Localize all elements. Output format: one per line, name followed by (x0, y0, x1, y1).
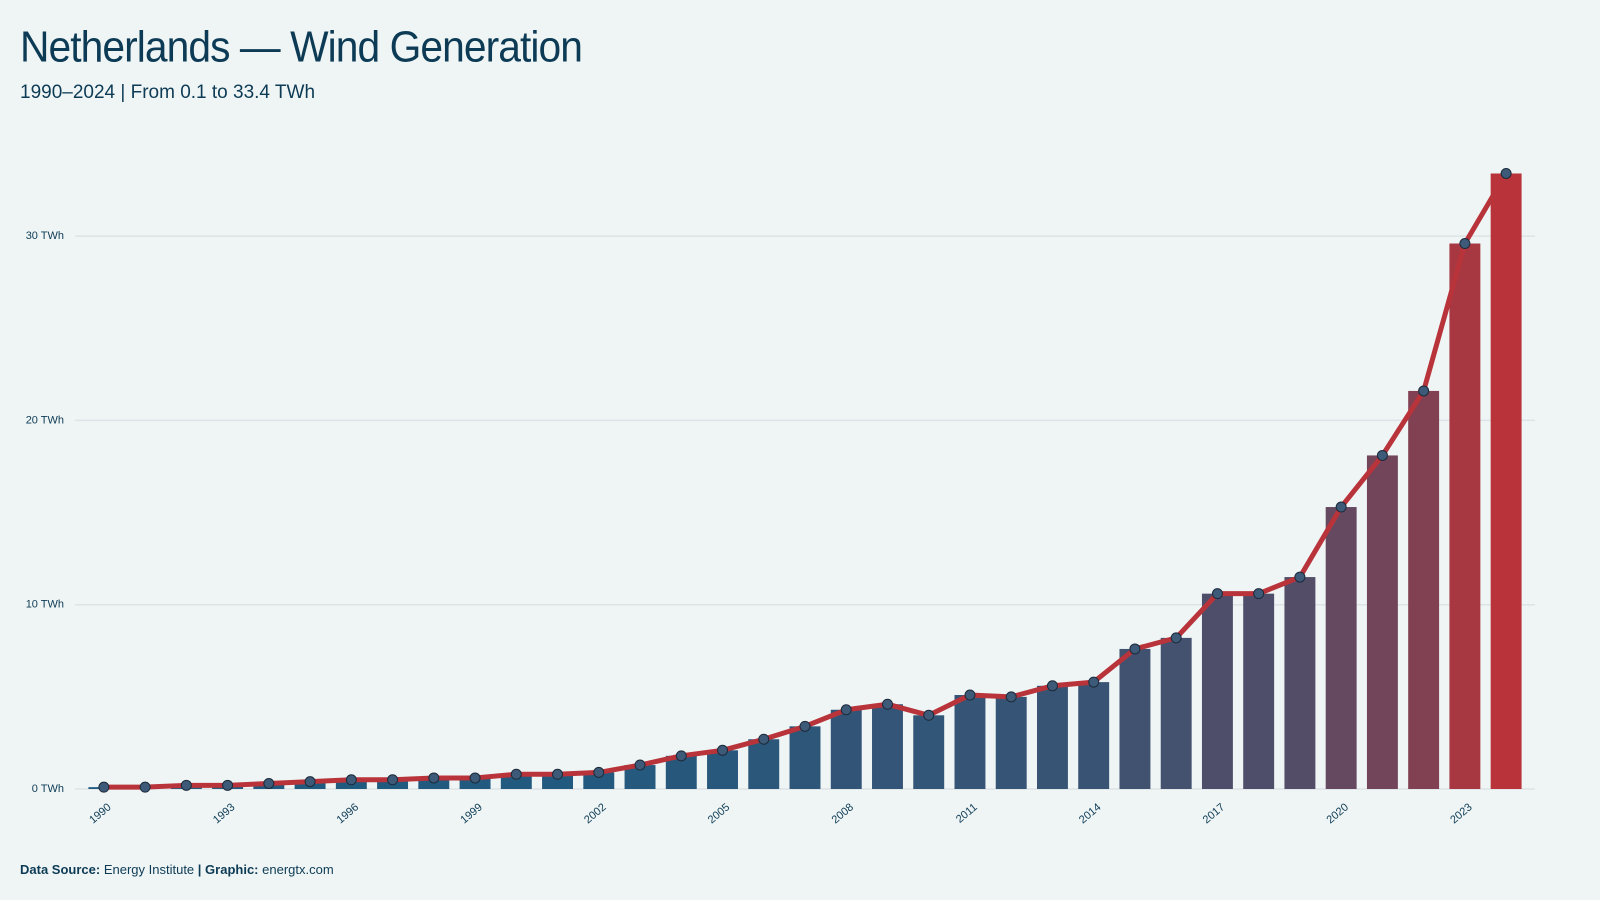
marker (1129, 643, 1141, 655)
bar (1449, 243, 1481, 789)
bar (954, 695, 986, 789)
bar (1119, 648, 1151, 789)
marker (1418, 385, 1430, 397)
bar (1243, 593, 1275, 789)
marker (675, 750, 687, 762)
marker (1253, 588, 1265, 600)
marker (1500, 167, 1512, 179)
marker (263, 777, 275, 789)
bar (707, 750, 738, 789)
bar (1078, 682, 1110, 789)
marker (1046, 680, 1058, 692)
separator: | (198, 862, 202, 877)
marker (1335, 501, 1347, 513)
marker (799, 720, 811, 732)
bar (1036, 685, 1068, 789)
footer: Data Source: Energy Institute | Graphic:… (20, 862, 334, 877)
bar (789, 726, 821, 789)
bar (913, 715, 945, 789)
marker (1005, 691, 1017, 703)
marker (469, 772, 481, 784)
marker (345, 774, 357, 786)
marker (593, 766, 605, 778)
chart-title: Netherlands — Wind Generation (20, 23, 582, 72)
chart-subtitle: 1990–2024 | From 0.1 to 33.4 TWh (20, 82, 315, 103)
marker (881, 698, 893, 710)
y-tick-label: 20 TWh (26, 414, 64, 426)
marker (180, 779, 192, 791)
marker (717, 744, 729, 756)
marker (840, 704, 852, 716)
marker (428, 772, 440, 784)
marker (139, 781, 151, 793)
marker (510, 768, 522, 780)
bar (995, 696, 1027, 789)
marker (1211, 588, 1223, 600)
marker (1294, 571, 1306, 583)
y-tick-label: 10 TWh (26, 599, 64, 611)
marker (964, 689, 976, 701)
bar (583, 772, 615, 789)
bar (1490, 173, 1522, 789)
y-tick-label: 0 TWh (32, 783, 64, 795)
source-label: Data Source: (20, 862, 100, 877)
bar (1366, 455, 1398, 789)
marker (1376, 449, 1388, 461)
marker (552, 768, 564, 780)
bar (624, 765, 656, 789)
bar (830, 709, 862, 789)
source: Energy Institute (104, 862, 194, 877)
marker (923, 709, 935, 721)
graphic-label: Graphic: (205, 862, 258, 877)
marker (222, 779, 234, 791)
bar (872, 704, 903, 789)
bar (1408, 390, 1440, 789)
graphic: energtx.com (262, 862, 334, 877)
y-tick-label: 30 TWh (26, 230, 64, 242)
marker (387, 774, 399, 786)
bar (418, 777, 450, 789)
marker (304, 776, 316, 788)
bar (748, 739, 780, 789)
bar (459, 777, 491, 789)
bar (1201, 593, 1233, 789)
bar (1160, 637, 1192, 789)
marker (634, 759, 646, 771)
bar (542, 774, 574, 789)
marker (1088, 676, 1100, 688)
bar (1284, 577, 1316, 789)
bar (1325, 507, 1357, 789)
bar (665, 755, 697, 789)
marker (98, 781, 110, 793)
bar (500, 774, 532, 789)
marker (1170, 632, 1182, 644)
marker (1459, 238, 1471, 250)
marker (758, 733, 770, 745)
